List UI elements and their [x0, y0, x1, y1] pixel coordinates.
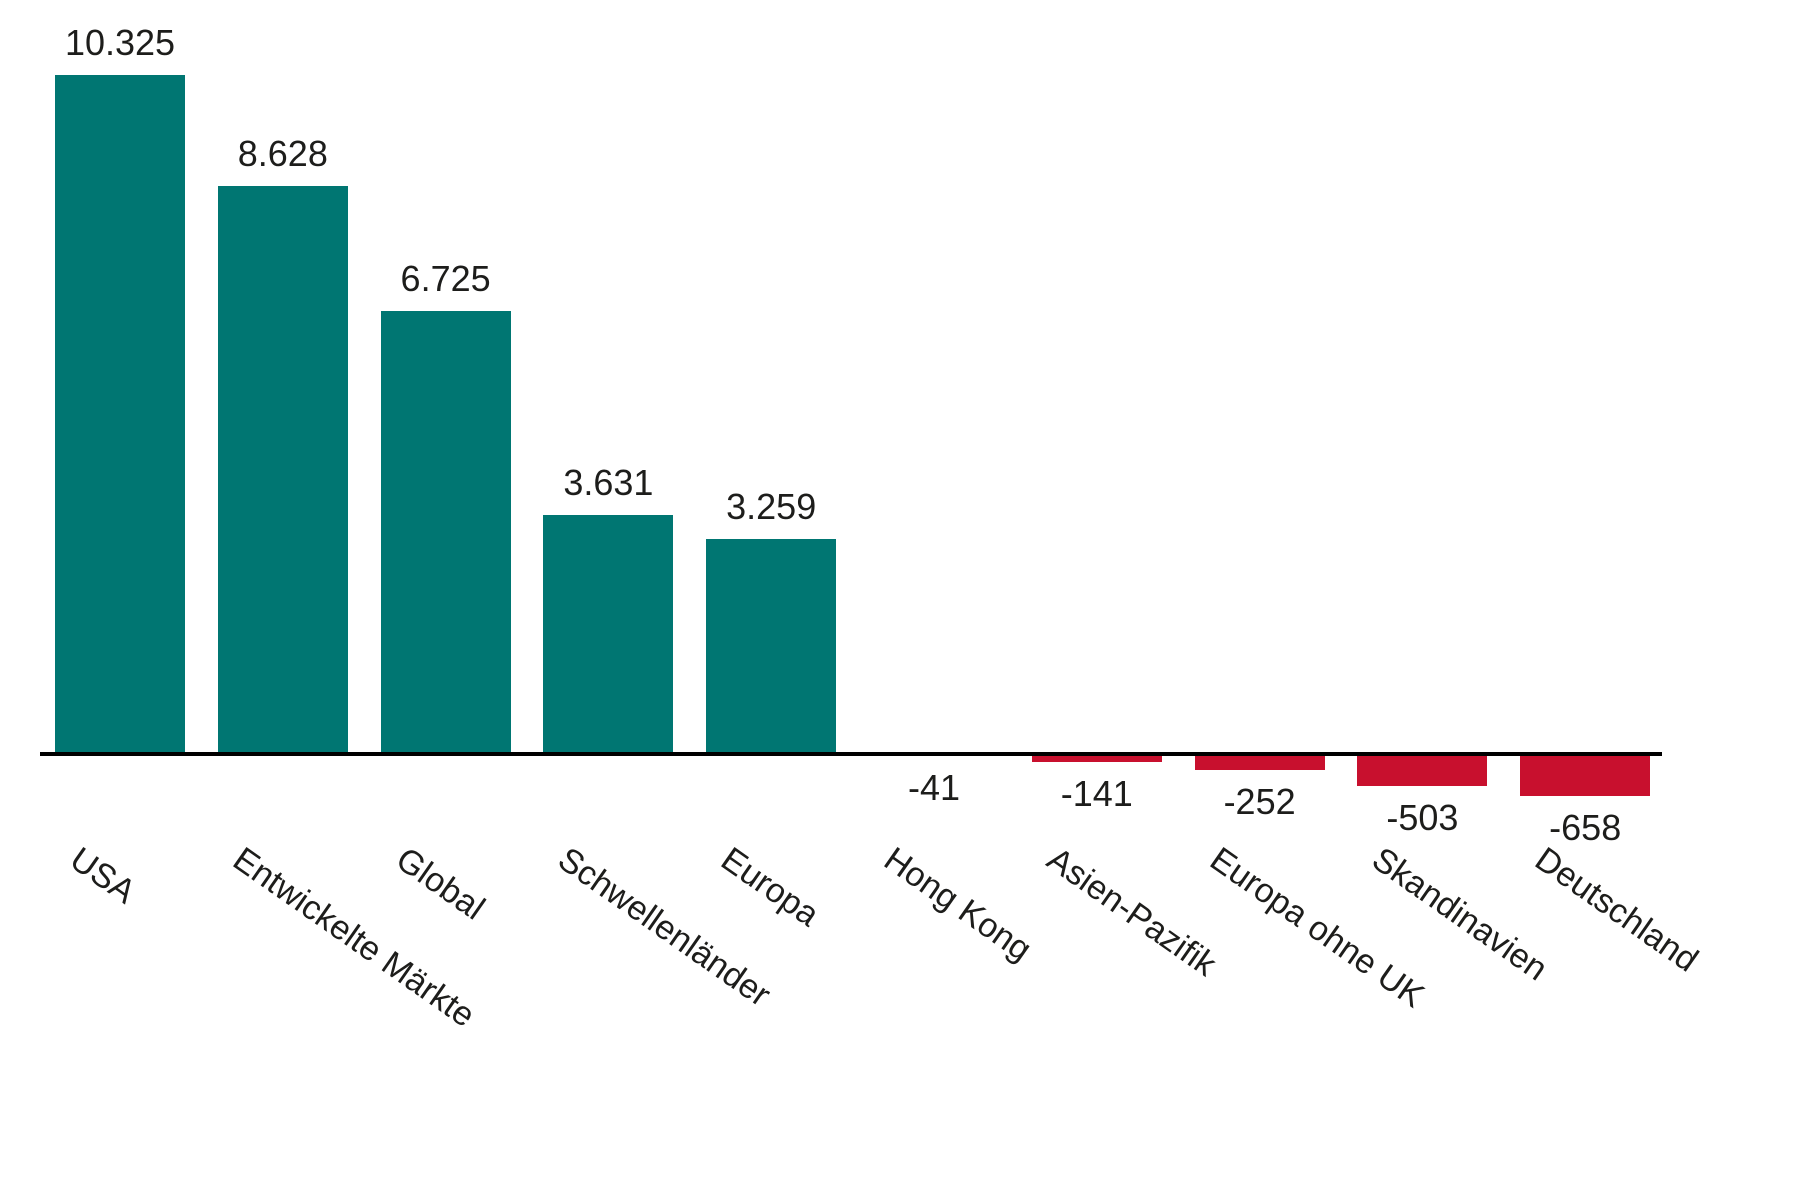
bar: [706, 538, 837, 753]
value-label: -658: [1549, 807, 1622, 849]
bar: [1031, 753, 1162, 763]
category-label: Deutschland: [1528, 840, 1706, 980]
value-label: 10.325: [64, 22, 176, 63]
bar: [543, 514, 674, 753]
category-label: Europa: [714, 840, 826, 935]
bar: [217, 186, 348, 753]
bar: [55, 75, 185, 753]
bar: [1194, 753, 1325, 770]
bar: [1357, 753, 1488, 787]
value-label: -503: [1386, 797, 1459, 839]
value-label: 8.628: [237, 133, 328, 175]
value-label: -141: [1060, 773, 1133, 815]
bar: [380, 311, 511, 753]
category-label: Asien-Pazifik: [1040, 840, 1223, 984]
value-label: 6.725: [400, 258, 491, 300]
category-label: USA: [63, 840, 143, 912]
value-label: -252: [1223, 780, 1296, 822]
category-label: Global: [388, 840, 492, 928]
value-label: 3.259: [726, 485, 817, 527]
value-label: 3.631: [563, 461, 654, 503]
bar: [1520, 753, 1651, 797]
category-label: Hong Kong: [877, 840, 1039, 969]
x-axis-line: [40, 752, 1662, 756]
value-label: -41: [907, 766, 961, 808]
